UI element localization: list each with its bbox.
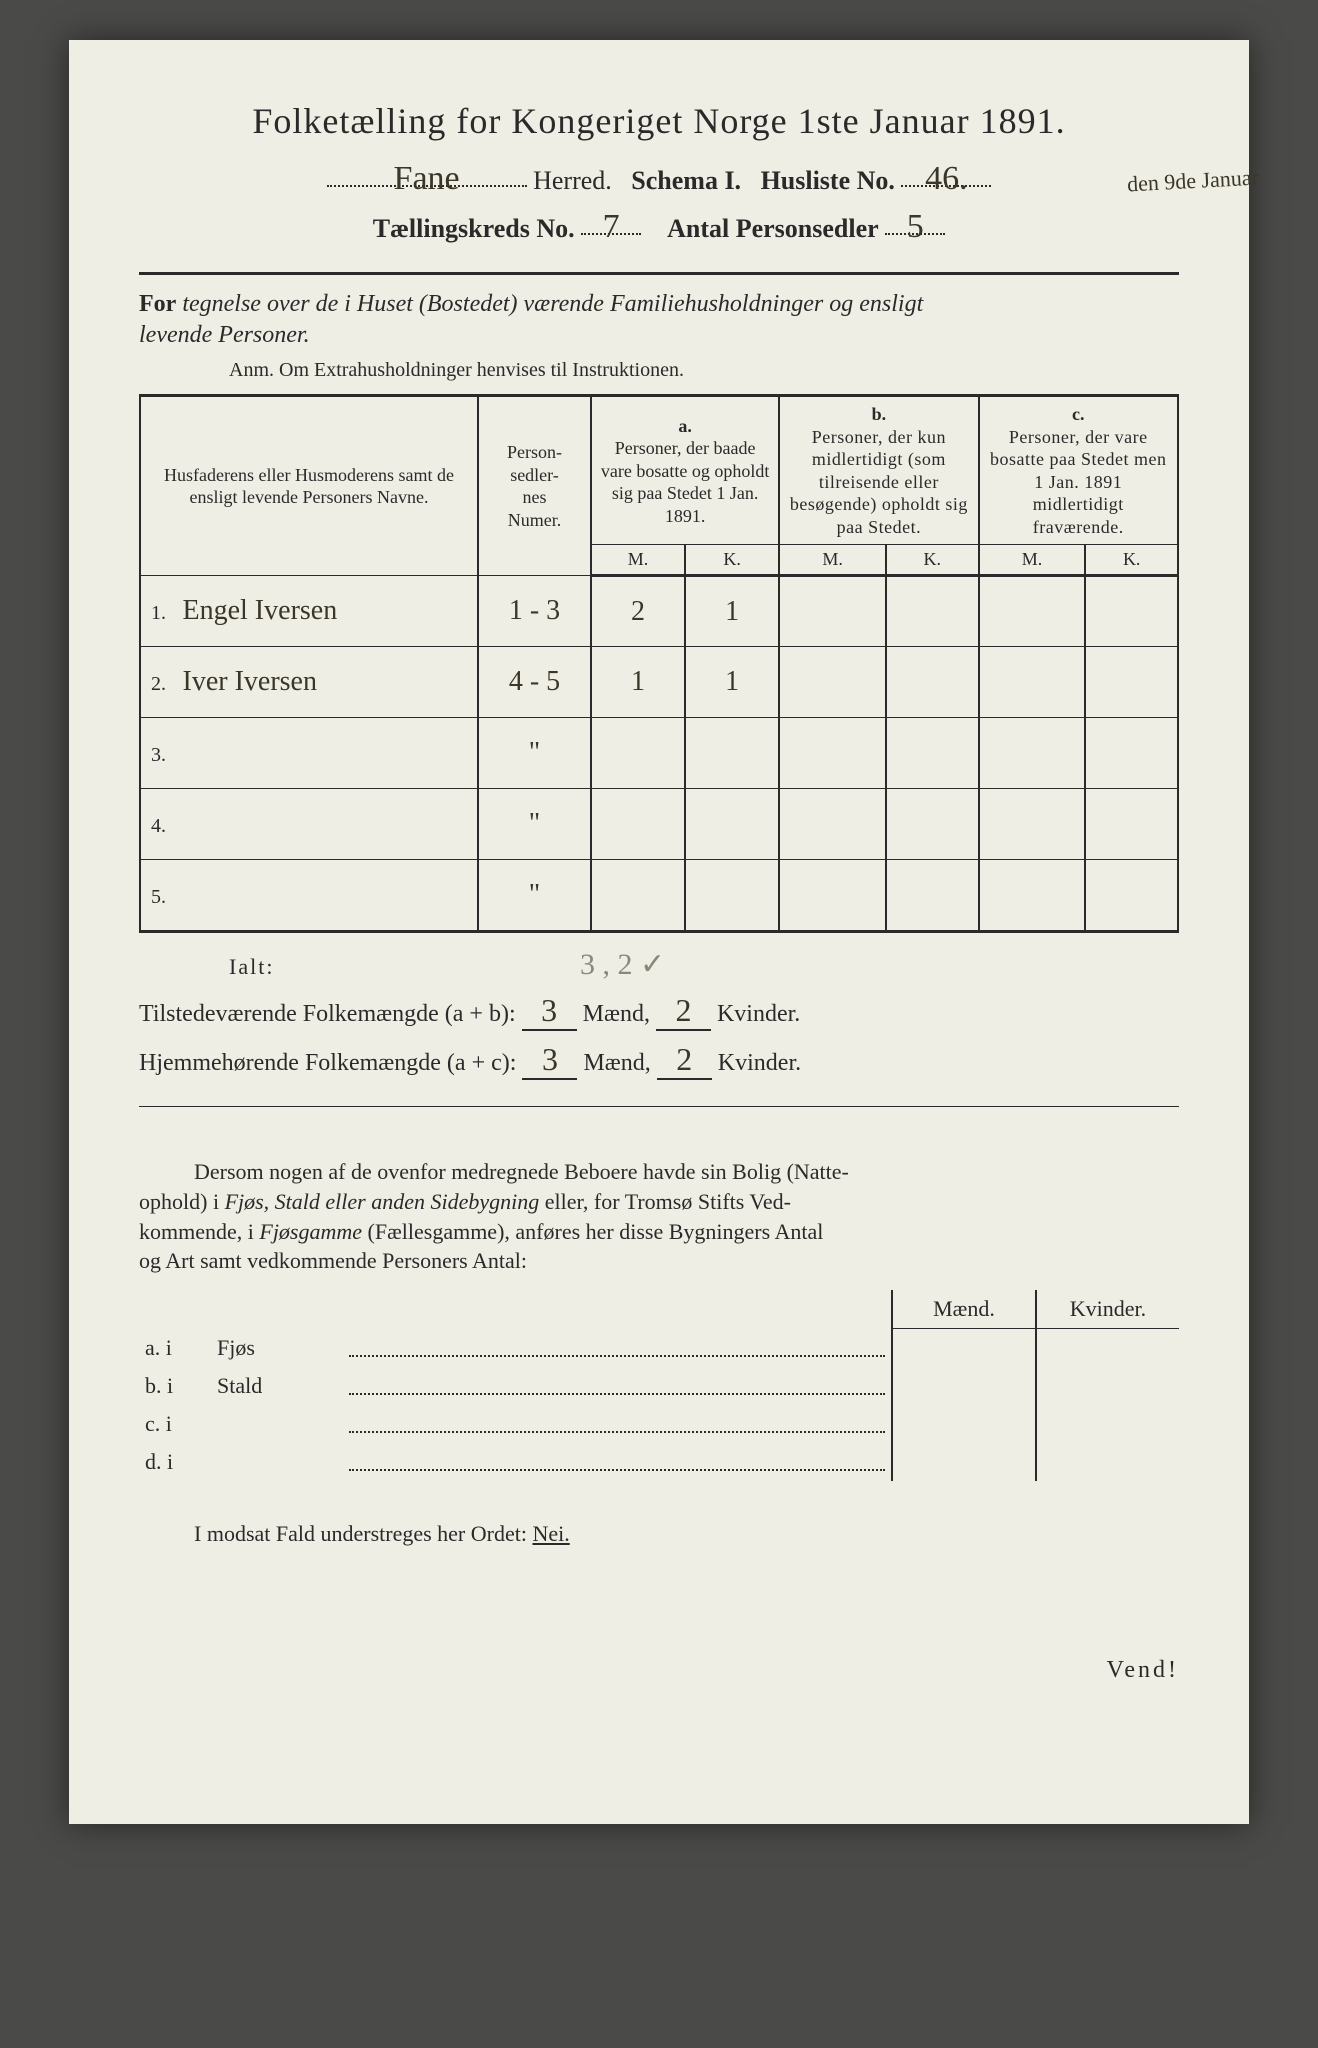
col-b-k: K.	[886, 545, 979, 576]
form-subtitle: ForFortegnelse over de i Huset (Bostedet…	[139, 289, 1179, 351]
totals-ab: Tilstedeværende Folkemængde (a + b): 3 M…	[139, 992, 1179, 1031]
col-c-m: M.	[979, 545, 1086, 576]
totals-ac: Hjemmehørende Folkemængde (a + c): 3 Mæn…	[139, 1041, 1179, 1080]
table-row: 2. Iver Iversen4 - 511	[140, 647, 1178, 718]
divider	[139, 272, 1179, 275]
tot-ab-k: 2	[669, 992, 697, 1029]
herred-value: Fane	[388, 160, 466, 198]
maend-label2: Mænd,	[583, 1050, 650, 1076]
tot-ac-k: 2	[670, 1041, 698, 1078]
bottom-kvinder-head: Kvinder.	[1036, 1290, 1179, 1329]
line-herred: Fane Herred. Schema I. Husliste No. 46.	[139, 160, 1179, 196]
col-c-k: K.	[1085, 545, 1178, 576]
kreds-blank: 7	[581, 208, 641, 235]
bottom-body: a. iFjøsb. iStaldc. id. i	[139, 1329, 1179, 1481]
col-a-text: Personer, der baade vare bosatte og opho…	[601, 438, 769, 526]
herred-label: Herred.	[533, 166, 612, 195]
nei-line: I modsat Fald understreges her Ordet: Ne…	[139, 1521, 1179, 1547]
tot-ac-m: 3	[536, 1041, 564, 1078]
col-c-letter: c.	[1072, 404, 1085, 424]
page-title: Folketælling for Kongeriget Norge 1ste J…	[139, 100, 1179, 142]
pencil-total: 3 , 2 ✓	[580, 948, 665, 981]
handwritten-date: den 9de Januar	[1126, 165, 1259, 198]
census-table: Husfaderens eller Husmoderens samt de en…	[139, 394, 1179, 933]
col-numer: Person-sedler-nesNumer.	[478, 396, 591, 576]
anm-note: Anm. Om Extrahusholdninger henvises til …	[229, 359, 1179, 382]
husliste-label: Husliste No.	[761, 166, 895, 195]
table-body: 1. Engel Iversen1 - 3212. Iver Iversen4 …	[140, 576, 1178, 932]
line-kreds: Tællingskreds No. 7 Antal Personsedler 5	[139, 208, 1179, 244]
tot-ab-m: 3	[535, 992, 563, 1029]
table-row: 5. "	[140, 860, 1178, 932]
col-c-text: Personer, der vare bosatte paa Stedet me…	[990, 427, 1166, 537]
table-row: 3. "	[140, 718, 1178, 789]
bottom-row: a. iFjøs	[139, 1329, 1179, 1367]
husliste-blank: 46.	[901, 160, 991, 187]
bottom-table: Mænd. Kvinder. a. iFjøsb. iStaldc. id. i	[139, 1290, 1179, 1481]
kvinder-label: Kvinder.	[717, 1001, 800, 1027]
col-b-text: Personer, der kun midlertidigt (som tilr…	[790, 427, 968, 537]
ialt-row: Ialt: 3 , 2 ✓	[229, 947, 1179, 982]
instruction-paragraph: Dersom nogen af de ovenfor medregnede Be…	[139, 1157, 1179, 1276]
col-names: Husfaderens eller Husmoderens samt de en…	[140, 396, 478, 576]
herred-blank: Fane	[327, 160, 527, 187]
table-row: 1. Engel Iversen1 - 321	[140, 576, 1178, 647]
schema-label: Schema I.	[631, 166, 741, 195]
maend-label: Mænd,	[583, 1001, 650, 1027]
hjemme-label: Hjemmehørende Folkemængde (a + c):	[139, 1050, 516, 1076]
bottom-row: b. iStald	[139, 1367, 1179, 1405]
col-a-m: M.	[591, 545, 685, 576]
bottom-row: d. i	[139, 1443, 1179, 1481]
col-b-m: M.	[779, 545, 886, 576]
husliste-value: 46.	[919, 160, 974, 198]
tilstede-label: Tilstedeværende Folkemængde (a + b):	[139, 1001, 516, 1027]
antal-label: Antal Personsedler	[667, 214, 879, 243]
col-b-letter: b.	[872, 404, 887, 424]
ialt-label: Ialt:	[229, 954, 274, 979]
bottom-maend-head: Mænd.	[892, 1290, 1036, 1329]
col-a: a.Personer, der baade vare bosatte og op…	[591, 396, 779, 545]
kvinder-label2: Kvinder.	[718, 1050, 801, 1076]
census-form-page: den 9de Januar Folketælling for Kongerig…	[69, 40, 1249, 1824]
col-a-letter: a.	[678, 416, 692, 436]
kreds-label: Tællingskreds No.	[373, 214, 575, 243]
nei-label: I modsat Fald understreges her Ordet:	[194, 1521, 532, 1546]
col-c: c. Personer, der vare bosatte paa Stedet …	[979, 396, 1178, 545]
nei-word: Nei.	[532, 1521, 569, 1546]
divider2	[139, 1106, 1179, 1107]
vend: Vend!	[139, 1657, 1179, 1684]
antal-blank: 5	[885, 208, 945, 235]
kreds-value: 7	[597, 208, 626, 246]
antal-value: 5	[901, 208, 930, 246]
col-names-text: Husfaderens eller Husmoderens samt de en…	[164, 465, 454, 508]
bottom-row: c. i	[139, 1405, 1179, 1443]
col-b: b. Personer, der kun midlertidigt (som ti…	[779, 396, 978, 545]
col-a-k: K.	[685, 545, 779, 576]
table-row: 4. "	[140, 789, 1178, 860]
